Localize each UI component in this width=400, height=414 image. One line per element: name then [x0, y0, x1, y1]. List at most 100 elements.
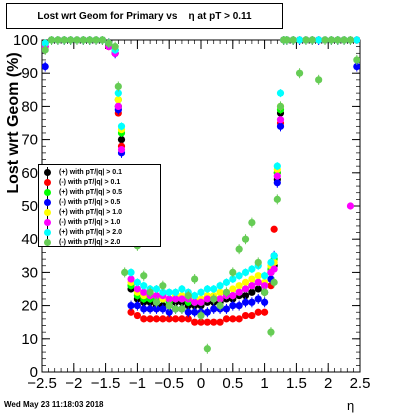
data-point: [165, 295, 173, 303]
legend-item: (-) with pT/|q| > 0.5: [41, 197, 120, 207]
data-point: [98, 36, 107, 44]
data-point: [248, 288, 256, 296]
legend-item: (+) with pT/|q| > 0.1: [41, 167, 122, 177]
data-point: [261, 288, 269, 296]
y-axis-label: Lost wrt Geom (%): [5, 52, 22, 194]
data-point: [133, 278, 141, 286]
data-point: [111, 43, 119, 51]
data-point: [152, 285, 161, 293]
data-point: [165, 315, 173, 323]
data-point: [241, 311, 250, 320]
data-point: [203, 345, 211, 353]
legend-marker-icon: [41, 187, 55, 197]
data-point: [203, 285, 211, 293]
data-point: [159, 305, 167, 313]
data-point: [86, 36, 94, 44]
y-tick-label: 100: [13, 32, 38, 49]
data-point: [273, 172, 281, 180]
data-point: [270, 225, 278, 233]
legend-label: (-) with pT/|q| > 0.1: [59, 178, 121, 186]
y-tick-label: 20: [21, 298, 38, 315]
data-point: [92, 36, 100, 44]
data-point: [267, 328, 275, 336]
data-point: [197, 311, 205, 320]
legend-item: (+) with pT/|q| > 0.5: [41, 187, 122, 197]
data-point: [254, 285, 262, 293]
y-tick-label: 30: [21, 264, 38, 281]
data-point: [42, 62, 49, 71]
data-point: [171, 288, 180, 296]
data-point: [152, 298, 161, 306]
y-tick-label: 50: [21, 198, 38, 215]
data-point: [273, 162, 281, 170]
legend-item: (-) with pT/|q| > 0.1: [41, 177, 120, 187]
data-point: [353, 56, 360, 64]
data-point: [47, 36, 56, 44]
data-point: [276, 116, 285, 124]
data-point: [270, 252, 278, 260]
legend-marker-icon: [41, 237, 55, 247]
data-point: [114, 89, 122, 97]
data-point: [261, 282, 269, 290]
x-tick-label: 2: [324, 375, 332, 392]
data-point: [346, 202, 355, 210]
x-tick-label: 1.5: [286, 375, 307, 392]
data-point: [171, 295, 180, 303]
data-point: [248, 298, 256, 306]
data-point: [353, 62, 360, 71]
legend-marker-icon: [41, 227, 55, 237]
data-point: [184, 292, 192, 300]
data-point: [267, 258, 275, 267]
data-point: [315, 36, 323, 44]
data-point: [140, 288, 148, 296]
data-point: [248, 265, 256, 273]
data-point: [248, 282, 256, 290]
data-point: [276, 102, 285, 110]
y-tick-label: 60: [21, 165, 38, 182]
data-point: [210, 295, 218, 303]
data-point: [184, 315, 192, 323]
data-point: [241, 278, 250, 286]
data-point: [114, 102, 122, 110]
data-point: [321, 36, 329, 44]
data-point: [276, 122, 285, 130]
data-point: [334, 36, 342, 44]
y-tick-label: 10: [21, 331, 38, 348]
data-point: [146, 288, 154, 296]
legend-item: (+) with pT/|q| > 2.0: [41, 227, 122, 237]
legend-marker-icon: [41, 207, 55, 217]
data-point: [276, 89, 285, 97]
data-point: [273, 179, 281, 187]
data-point: [171, 305, 180, 313]
data-point: [283, 36, 291, 44]
legend-label: (+) with pT/|q| > 0.5: [59, 188, 123, 196]
legend-marker-icon: [41, 197, 55, 207]
data-point: [178, 305, 186, 313]
y-tick-label: 90: [21, 65, 38, 82]
data-point: [235, 282, 243, 290]
data-point: [133, 285, 141, 293]
legend: (+) with pT/|q| > 0.1 (-) with pT/|q| > 0…: [38, 164, 161, 247]
x-tick-label: 0.5: [222, 375, 243, 392]
data-point: [184, 308, 192, 316]
data-point: [171, 315, 180, 323]
data-point: [203, 318, 211, 326]
legend-label: (+) with pT/|q| > 1.0: [59, 208, 123, 216]
data-point: [191, 292, 199, 300]
data-point: [261, 272, 269, 280]
data-point: [203, 308, 211, 316]
data-point: [216, 318, 224, 326]
data-point: [241, 292, 250, 300]
data-point: [159, 288, 167, 296]
data-point: [308, 36, 316, 44]
data-point: [165, 288, 173, 296]
data-point: [315, 76, 323, 84]
data-point: [159, 315, 167, 323]
data-point: [210, 305, 218, 313]
data-point: [165, 302, 173, 310]
x-tick-label: −1.5: [91, 375, 121, 392]
data-point: [152, 315, 161, 323]
data-point: [289, 36, 297, 44]
data-point: [146, 305, 154, 313]
